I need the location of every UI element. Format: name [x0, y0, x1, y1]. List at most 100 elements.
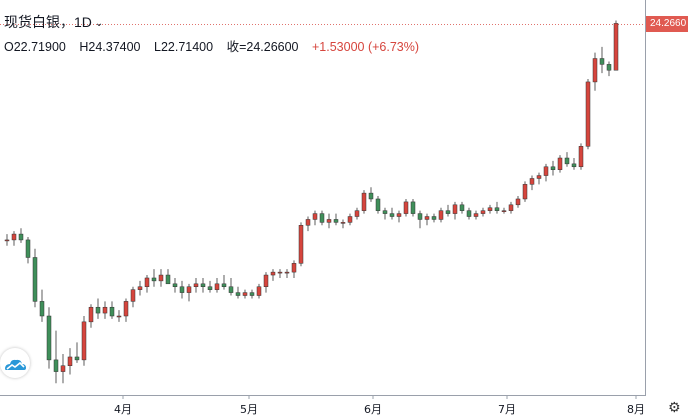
candle-body — [235, 292, 241, 296]
ohlc-legend: O22.71900 H24.37400 L22.71400 收=24.26600… — [4, 36, 429, 55]
candle-body — [340, 222, 346, 224]
gear-icon[interactable]: ⚙ — [668, 399, 681, 415]
candle-body — [172, 283, 178, 287]
candle — [494, 201, 500, 214]
candle-body — [249, 292, 255, 296]
candle — [606, 61, 612, 77]
x-tick-label: 6月 — [364, 403, 382, 416]
candle — [298, 222, 304, 267]
candle — [102, 301, 108, 319]
candle — [193, 277, 199, 293]
candle — [508, 201, 514, 214]
candle — [347, 213, 353, 226]
candle-body — [389, 213, 395, 217]
candle-body — [291, 263, 297, 273]
candle — [130, 286, 136, 308]
candle — [522, 181, 528, 202]
cloud-logo-icon — [5, 359, 26, 370]
candle — [550, 160, 556, 176]
candle — [361, 190, 367, 214]
candle — [480, 207, 486, 217]
candle — [25, 237, 31, 264]
candle — [144, 275, 150, 293]
price-axis-border — [645, 0, 646, 395]
candle-body — [144, 277, 150, 287]
candle-body — [529, 178, 535, 185]
time-axis-border — [0, 395, 646, 396]
candle-body — [501, 210, 507, 212]
candle-body — [557, 157, 563, 170]
candle-body — [592, 58, 598, 83]
candle — [564, 152, 570, 167]
candle — [235, 286, 241, 299]
candle-body — [151, 277, 157, 282]
candle-body — [53, 359, 59, 372]
candle-body — [487, 207, 493, 211]
candle-body — [25, 239, 31, 258]
candle-body — [165, 274, 171, 285]
candle — [466, 207, 472, 220]
candle — [151, 269, 157, 287]
candle-body — [333, 219, 339, 223]
candle — [270, 269, 276, 281]
ohlc-high: H24.37400 — [79, 40, 141, 54]
candle-body — [32, 257, 38, 302]
candle-body — [228, 286, 234, 293]
candle — [39, 289, 45, 322]
last-price-tag: 24.2660 — [646, 16, 688, 33]
candle-body — [466, 210, 472, 217]
tradingview-logo[interactable] — [0, 348, 30, 378]
candle — [445, 204, 451, 217]
candle-body — [256, 286, 262, 296]
candle-body — [508, 204, 514, 211]
candle — [32, 248, 38, 308]
ohlc-change: +1.53000 (+6.73%) — [312, 40, 420, 54]
candle — [585, 79, 591, 150]
candle-body — [298, 225, 304, 264]
candle — [529, 175, 535, 191]
candle — [340, 219, 346, 229]
chevron-down-icon[interactable]: ⌄ — [94, 18, 104, 29]
candle — [592, 52, 598, 91]
candle — [165, 269, 171, 285]
candle — [382, 207, 388, 220]
candle — [46, 307, 52, 369]
candle-body — [536, 175, 542, 179]
candle — [221, 275, 227, 290]
candle — [291, 260, 297, 278]
candle — [123, 298, 129, 322]
candle — [109, 301, 115, 319]
candle-body — [578, 146, 584, 168]
candle — [571, 158, 577, 170]
candle-body — [116, 315, 122, 318]
symbol-title[interactable]: 现货白银，1D ⌄ — [4, 12, 103, 32]
candle-body — [382, 210, 388, 214]
candle — [438, 207, 444, 223]
candle-body — [158, 274, 164, 282]
candle — [116, 310, 122, 322]
candle — [333, 213, 339, 226]
candle-body — [347, 216, 353, 223]
candle — [473, 210, 479, 220]
candle-body — [438, 210, 444, 220]
candle — [487, 204, 493, 214]
candle — [431, 213, 437, 223]
candle — [599, 46, 605, 74]
candle-body — [39, 301, 45, 317]
candle-body — [543, 166, 549, 176]
candle-body — [193, 283, 199, 287]
candle-body — [221, 283, 227, 287]
candle — [263, 272, 269, 293]
candle-body — [403, 201, 409, 214]
ohlc-close: 收=24.26600 — [226, 40, 299, 54]
candle-body — [305, 219, 311, 226]
candle — [305, 216, 311, 232]
candle — [578, 143, 584, 170]
candle — [389, 207, 395, 220]
candle — [207, 280, 213, 293]
candle-body — [4, 239, 10, 242]
ohlc-open: O22.71900 — [4, 40, 66, 54]
candle-body — [585, 81, 591, 147]
